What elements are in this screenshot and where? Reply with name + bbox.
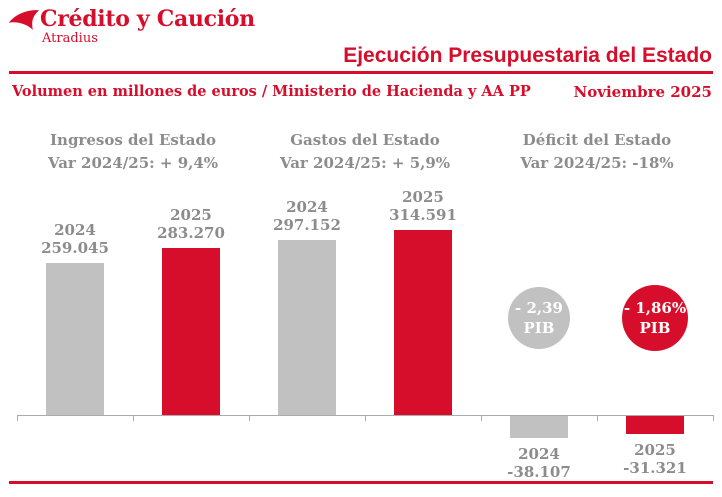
axis-tick — [481, 415, 482, 421]
axis-tick — [249, 415, 250, 421]
brand-subname: Atradius — [42, 31, 98, 46]
axis-tick — [597, 415, 598, 421]
pib-badge-2025: - 1,86% PIB — [622, 285, 688, 351]
bar-2024-déficit — [510, 416, 568, 438]
section-variation: Var 2024/25: -18% — [520, 154, 674, 172]
bar-label: 2024 259.045 — [15, 221, 135, 257]
bar-label: 2025 -31.321 — [595, 441, 715, 477]
bar-value: 297.152 — [273, 216, 341, 234]
bar-label: 2024 297.152 — [247, 198, 367, 234]
bar-value: -38.107 — [507, 463, 571, 481]
section-variation: Var 2024/25: + 9,4% — [47, 154, 219, 172]
pib-badge-2024: - 2,39 PIB — [508, 287, 570, 349]
badge-unit: PIB — [639, 319, 671, 337]
bar-2024-ingresos — [46, 263, 104, 415]
section-variation: Var 2024/25: + 5,9% — [279, 154, 451, 172]
axis-tick — [17, 415, 18, 421]
axis-tick — [713, 415, 714, 421]
bar-2025-gastos — [394, 230, 452, 415]
bar-year: 2024 — [54, 221, 96, 239]
bar-year: 2025 — [402, 188, 444, 206]
date-label: Noviembre 2025 — [573, 83, 712, 101]
bar-label: 2024 -38.107 — [479, 445, 599, 481]
brand-name: Crédito y Caución — [40, 6, 255, 32]
bar-2024-gastos — [278, 240, 336, 415]
bar-year: 2025 — [170, 206, 212, 224]
bar-value: 259.045 — [41, 239, 109, 257]
bar-value: 283.270 — [157, 224, 225, 242]
bar-year: 2025 — [634, 441, 676, 459]
bar-year: 2024 — [286, 198, 328, 216]
section-title: Gastos del Estado — [290, 131, 440, 149]
bar-label: 2025 314.591 — [363, 188, 483, 224]
bottom-divider — [9, 481, 713, 484]
section-header-ingresos: Ingresos del Estado Var 2024/25: + 9,4% — [13, 131, 253, 172]
badge-unit: PIB — [523, 319, 555, 337]
atradius-logo-icon — [8, 10, 40, 30]
chart-subtitle: Volumen en millones de euros / Ministeri… — [12, 83, 531, 100]
bar-2025-ingresos — [162, 248, 220, 415]
axis-tick — [365, 415, 366, 421]
top-divider — [9, 71, 713, 74]
section-title: Déficit del Estado — [522, 131, 672, 149]
page-title: Ejecución Presupuestaria del Estado — [343, 44, 712, 67]
bar-value: -31.321 — [623, 459, 687, 477]
bar-2025-déficit — [626, 416, 684, 434]
section-header-deficit: Déficit del Estado Var 2024/25: -18% — [477, 131, 717, 172]
badge-value: - 2,39 — [515, 299, 563, 317]
bar-value: 314.591 — [389, 206, 457, 224]
bar-label: 2025 283.270 — [131, 206, 251, 242]
badge-value: - 1,86% — [623, 299, 687, 317]
axis-tick — [133, 415, 134, 421]
bar-year: 2024 — [518, 445, 560, 463]
section-title: Ingresos del Estado — [50, 131, 216, 149]
section-header-gastos: Gastos del Estado Var 2024/25: + 5,9% — [245, 131, 485, 172]
